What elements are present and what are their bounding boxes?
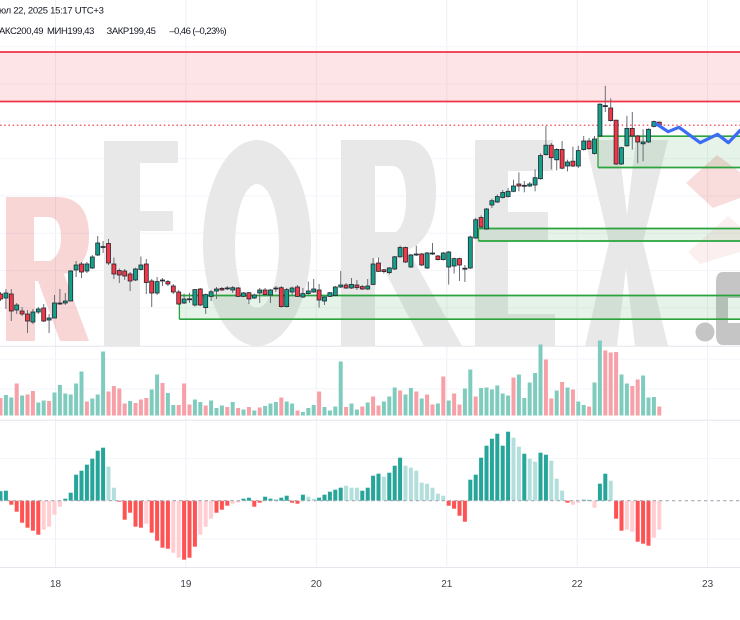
- svg-text:22: 22: [572, 579, 584, 590]
- svg-text:23: 23: [702, 579, 714, 590]
- svg-text:19: 19: [180, 579, 192, 590]
- svg-text:21: 21: [441, 579, 453, 590]
- svg-text:20: 20: [311, 579, 323, 590]
- svg-text:юл 22, 2025 15:17 UTC+3: юл 22, 2025 15:17 UTC+3: [0, 6, 104, 17]
- svg-text:18: 18: [50, 579, 62, 590]
